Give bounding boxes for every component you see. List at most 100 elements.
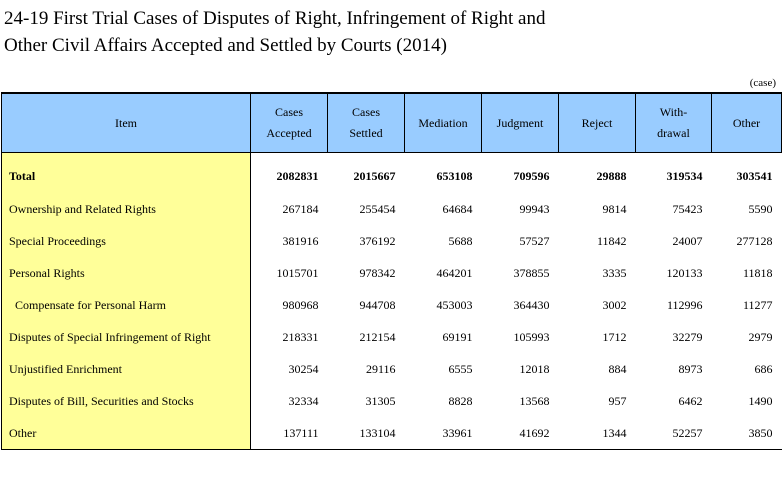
header-cases-settled: Cases Settled bbox=[327, 92, 405, 153]
table-row: Disputes of Bill, Securities and Stocks … bbox=[1, 385, 782, 417]
cell-settled: 31305 bbox=[365, 393, 396, 408]
cell-other: 11818 bbox=[742, 265, 773, 280]
table-row: Other 137111 133104 33961 41692 1344 522… bbox=[1, 417, 782, 450]
cell-accepted: 1015701 bbox=[276, 265, 319, 280]
row-item: Compensate for Personal Harm bbox=[1, 289, 251, 321]
title-line-2: Other Civil Affairs Accepted and Settled… bbox=[4, 35, 447, 56]
cell-accepted: 137111 bbox=[250, 417, 328, 450]
cell-other: 1490 bbox=[748, 393, 773, 408]
row-item: Unjustified Enrichment bbox=[1, 353, 251, 385]
cell-other: 686 bbox=[754, 361, 773, 376]
cell-mediation: 6555 bbox=[448, 361, 473, 376]
table-row: Ownership and Related Rights 267184 2554… bbox=[1, 193, 782, 225]
table-row: Special Proceedings 381916 376192 5688 5… bbox=[1, 225, 782, 257]
header-withdrawal: With- drawal bbox=[635, 92, 712, 153]
header-judgment: Judgment bbox=[481, 92, 559, 153]
row-item: Ownership and Related Rights bbox=[1, 193, 251, 225]
cell-reject: 1344 bbox=[558, 417, 636, 450]
table-row: Compensate for Personal Harm 980968 9447… bbox=[1, 289, 782, 321]
cell-other: 5590 bbox=[748, 201, 773, 216]
cell-reject: 29888 bbox=[596, 168, 627, 183]
cell-settled: 376192 bbox=[359, 233, 396, 248]
cell-settled: 29116 bbox=[365, 361, 396, 376]
cell-mediation: 69191 bbox=[442, 329, 473, 344]
unit-label: (case) bbox=[749, 77, 776, 89]
cell-judgment: 12018 bbox=[519, 361, 550, 376]
header-reject: Reject bbox=[558, 92, 636, 153]
cell-accepted: 980968 bbox=[282, 297, 319, 312]
row-item: Special Proceedings bbox=[1, 225, 251, 257]
header-cases-accepted-line1: Cases bbox=[275, 105, 303, 119]
cell-withdrawal: 120133 bbox=[666, 265, 703, 280]
cell-reject: 957 bbox=[608, 393, 627, 408]
cell-accepted: 30254 bbox=[288, 361, 319, 376]
cell-withdrawal: 32279 bbox=[672, 329, 703, 344]
cell-judgment: 709596 bbox=[513, 168, 550, 183]
header-mediation: Mediation bbox=[404, 92, 482, 153]
header-cases-settled-line2: Settled bbox=[349, 126, 383, 140]
cell-reject: 884 bbox=[608, 361, 627, 376]
cell-other: 277128 bbox=[736, 233, 773, 248]
cell-judgment: 99943 bbox=[519, 201, 550, 216]
table-row-total: Total 2082831 2015667 653108 709596 2988… bbox=[1, 152, 782, 193]
cell-mediation: 64684 bbox=[442, 201, 473, 216]
row-item: Other bbox=[1, 417, 251, 450]
row-item: Disputes of Special Infringement of Righ… bbox=[1, 321, 251, 353]
cell-accepted: 218331 bbox=[282, 329, 319, 344]
cell-withdrawal: 52257 bbox=[635, 417, 712, 450]
cell-reject: 1712 bbox=[602, 329, 627, 344]
header-cases-settled-line1: Cases bbox=[352, 105, 380, 119]
header-cases-accepted-line2: Accepted bbox=[266, 126, 312, 140]
cell-other: 3850 bbox=[711, 417, 782, 450]
data-table: Item Cases Accepted Cases Settled Mediat… bbox=[1, 92, 782, 450]
cell-other: 11277 bbox=[742, 297, 773, 312]
cell-settled: 2015667 bbox=[353, 168, 396, 183]
cell-accepted: 2082831 bbox=[276, 168, 319, 183]
cell-reject: 3335 bbox=[602, 265, 627, 280]
cell-judgment: 13568 bbox=[519, 393, 550, 408]
header-cases-accepted: Cases Accepted bbox=[250, 92, 328, 153]
row-item: Total bbox=[1, 152, 251, 193]
cell-mediation: 33961 bbox=[404, 417, 482, 450]
header-withdrawal-line1: With- bbox=[659, 105, 688, 119]
cell-settled: 944708 bbox=[359, 297, 396, 312]
cell-reject: 11842 bbox=[596, 233, 627, 248]
cell-mediation: 653108 bbox=[436, 168, 473, 183]
cell-withdrawal: 8973 bbox=[678, 361, 703, 376]
cell-settled: 255454 bbox=[359, 201, 396, 216]
cell-judgment: 364430 bbox=[513, 297, 550, 312]
row-item: Disputes of Bill, Securities and Stocks bbox=[1, 385, 251, 417]
cell-judgment: 41692 bbox=[481, 417, 559, 450]
table-row: Disputes of Special Infringement of Righ… bbox=[1, 321, 782, 353]
cell-reject: 3002 bbox=[602, 297, 627, 312]
cell-mediation: 453003 bbox=[436, 297, 473, 312]
cell-settled: 133104 bbox=[327, 417, 405, 450]
table-row: Personal Rights 1015701 978342 464201 37… bbox=[1, 257, 782, 289]
cell-settled: 212154 bbox=[359, 329, 396, 344]
cell-mediation: 8828 bbox=[448, 393, 473, 408]
cell-judgment: 378855 bbox=[513, 265, 550, 280]
header-withdrawal-line2: drawal bbox=[657, 126, 690, 140]
header-item: Item bbox=[1, 92, 251, 153]
cell-other: 303541 bbox=[736, 168, 773, 183]
header-other: Other bbox=[711, 92, 782, 153]
header-row: Item Cases Accepted Cases Settled Mediat… bbox=[1, 92, 782, 153]
cell-judgment: 57527 bbox=[519, 233, 550, 248]
cell-withdrawal: 75423 bbox=[672, 201, 703, 216]
cell-withdrawal: 24007 bbox=[672, 233, 703, 248]
table-title: 24-19 First Trial Cases of Disputes of R… bbox=[4, 5, 774, 59]
cell-withdrawal: 6462 bbox=[678, 393, 703, 408]
cell-settled: 978342 bbox=[359, 265, 396, 280]
cell-mediation: 5688 bbox=[448, 233, 473, 248]
cell-withdrawal: 112996 bbox=[666, 297, 703, 312]
cell-mediation: 464201 bbox=[436, 265, 473, 280]
cell-accepted: 381916 bbox=[282, 233, 319, 248]
cell-other: 2979 bbox=[748, 329, 773, 344]
cell-withdrawal: 319534 bbox=[666, 168, 703, 183]
cell-reject: 9814 bbox=[602, 201, 627, 216]
title-line-1: 24-19 First Trial Cases of Disputes of R… bbox=[4, 8, 546, 29]
cell-accepted: 32334 bbox=[288, 393, 319, 408]
cell-accepted: 267184 bbox=[282, 201, 319, 216]
row-item: Personal Rights bbox=[1, 257, 251, 289]
table-row: Unjustified Enrichment 30254 29116 6555 … bbox=[1, 353, 782, 385]
